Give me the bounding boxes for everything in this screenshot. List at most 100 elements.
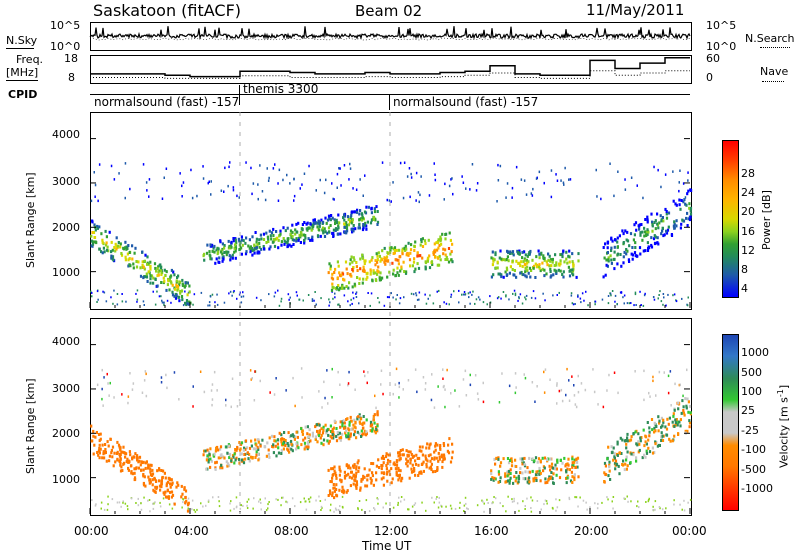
power-band-cell (451, 260, 454, 264)
power-ground-cell (328, 304, 330, 307)
vel-band-cell (618, 472, 621, 476)
vel-band-cell (654, 429, 657, 433)
power-ground-cell (594, 300, 597, 303)
vel-band-cell (204, 449, 207, 453)
vel-sparse-cell (498, 401, 501, 404)
power-band-cell (504, 258, 507, 262)
nsearch-label: N.Search (745, 32, 795, 45)
freq-panel (90, 55, 692, 84)
power-band-cell (104, 243, 108, 247)
power-ground-cell (240, 301, 243, 304)
power-band-cell (572, 264, 575, 268)
vel-ground-cell (182, 498, 184, 500)
power-band-cell (284, 229, 287, 233)
vel-sparse-cell (643, 398, 645, 402)
power-band-cell (629, 232, 633, 236)
power-sparse-cell (293, 199, 295, 202)
power-band-cell (184, 301, 187, 305)
vel-band-cell (527, 470, 530, 474)
vel-ground-cell (673, 503, 675, 506)
power-sparse-cell (252, 182, 255, 185)
vel-band-cell (688, 404, 692, 408)
vel-band-cell (532, 479, 535, 483)
power-ground-cell (508, 298, 510, 301)
power-ground-cell (242, 291, 244, 294)
power-band-cell (524, 263, 527, 267)
power-band-cell (104, 229, 107, 233)
power-band-cell (437, 241, 440, 245)
vel-band-cell (160, 482, 163, 486)
power-band-cell (347, 218, 350, 221)
vel-band-cell (207, 460, 210, 464)
vel-band-cell (130, 471, 133, 475)
vel-band-cell (638, 442, 641, 446)
vel-band-cell (139, 463, 142, 467)
vel-band-cell (436, 466, 439, 469)
power-band-cell (295, 239, 298, 243)
power-sparse-cell (325, 178, 327, 182)
vel-band-cell (220, 463, 223, 467)
vel-sparse-cell (617, 391, 619, 395)
power-sparse-cell (94, 183, 97, 187)
power-band-cell (343, 213, 346, 217)
power-band-cell (258, 245, 261, 249)
power-band-cell (393, 246, 397, 250)
power-ground-cell (500, 297, 502, 300)
power-sparse-cell (303, 172, 306, 175)
vel-ground-cell (612, 507, 614, 510)
vel-band-cell (548, 475, 551, 479)
vel-band-cell (548, 477, 551, 480)
vel-band-cell (246, 451, 249, 455)
power-band-cell (359, 209, 362, 212)
vel-ground-cell (205, 504, 207, 507)
vel-ground-cell (382, 506, 384, 509)
vel-band-cell (398, 451, 401, 454)
power-band-cell (660, 232, 663, 236)
power-sparse-cell (202, 177, 205, 180)
vel-band-cell (255, 453, 258, 457)
power-band-cell (493, 258, 496, 262)
vel-ground-cell (681, 508, 683, 511)
vel-ground-cell (118, 501, 121, 504)
power-band-cell (492, 257, 495, 261)
vel-band-cell (563, 456, 566, 460)
vel-band-cell (366, 478, 369, 482)
power-band-cell (400, 267, 403, 271)
vel-band-cell (416, 457, 419, 460)
vel-band-cell (374, 431, 377, 435)
vel-band-cell (317, 434, 321, 438)
vel-band-cell (248, 452, 251, 456)
vel-ground-cell (611, 500, 613, 503)
vel-ground-cell (122, 500, 124, 503)
vel-band-cell (165, 495, 169, 499)
vel-ground-cell (187, 507, 189, 510)
vel-band-cell (648, 430, 651, 434)
vel-ground-cell (339, 505, 341, 508)
vel-band-cell (538, 472, 541, 476)
power-sparse-cell (475, 189, 478, 192)
power-sparse-cell (308, 164, 310, 168)
vel-band-cell (251, 456, 254, 460)
vel-band-cell (254, 456, 257, 459)
power-band-cell (110, 256, 113, 260)
vel-band-cell (355, 467, 358, 471)
vel-band-cell (650, 418, 654, 421)
vel-ground-cell (502, 505, 504, 508)
power-band-cell (378, 278, 381, 282)
power-band-cell (251, 249, 254, 253)
vel-band-cell (571, 461, 574, 465)
vel-band-cell (665, 433, 669, 437)
vel-band-cell (568, 468, 571, 472)
vel-band-cell (314, 437, 317, 441)
power-ground-cell (471, 293, 473, 296)
power-band-cell (325, 221, 328, 225)
power-sparse-cell (282, 178, 284, 182)
power-sparse-cell (563, 183, 565, 186)
power-band-cell (221, 252, 224, 256)
power-ground-cell (311, 298, 314, 301)
power-ground-cell (383, 304, 386, 307)
power-sparse-cell (600, 197, 602, 201)
vel-ground-cell (196, 508, 198, 511)
vel-band-cell (573, 473, 576, 477)
power-band-cell (135, 260, 138, 263)
